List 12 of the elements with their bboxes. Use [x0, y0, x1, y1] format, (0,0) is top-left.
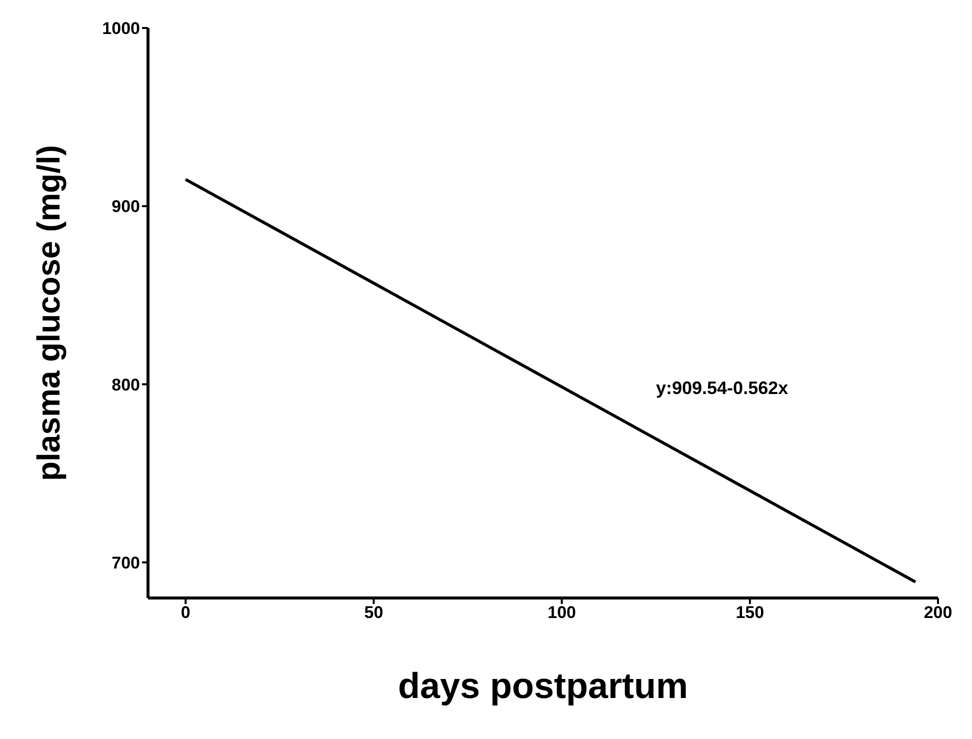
x-axis-title: days postpartum	[398, 665, 688, 706]
x-tick-label: 0	[180, 603, 190, 622]
y-tick-label: 900	[112, 197, 140, 216]
y-tick-label: 800	[112, 375, 140, 394]
x-tick-label: 100	[548, 603, 576, 622]
y-tick-label: 700	[112, 553, 140, 572]
y-tick-label: 1000	[102, 19, 140, 38]
x-tick-label: 150	[736, 603, 764, 622]
annotation: y:909.54-0.562x	[656, 378, 788, 399]
x-tick-label: 200	[924, 603, 952, 622]
y-axis-title: plasma glucose (mg/l)	[30, 144, 66, 482]
x-tick-label: 50	[364, 603, 384, 622]
